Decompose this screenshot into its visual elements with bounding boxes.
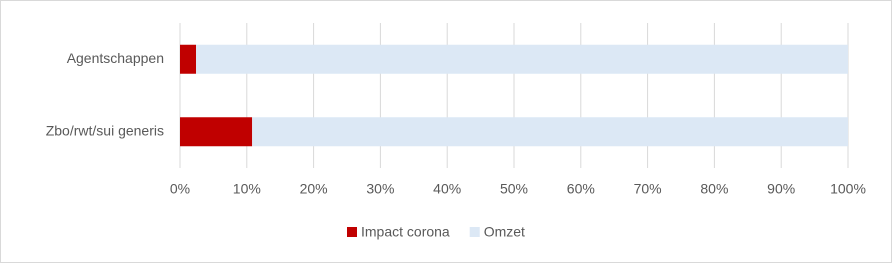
x-tick-label: 100%	[830, 181, 866, 197]
y-tick-label: Agentschappen	[67, 50, 164, 66]
legend-swatch	[469, 227, 480, 237]
x-tick-label: 30%	[366, 181, 394, 197]
bar-segment	[180, 44, 197, 74]
x-tick-label: 50%	[500, 181, 528, 197]
x-tick-label: 60%	[567, 181, 595, 197]
bar-segment	[252, 117, 849, 147]
x-tick-label: 40%	[433, 181, 461, 197]
legend-label: Impact corona	[361, 224, 450, 240]
x-tick-label: 20%	[300, 181, 328, 197]
x-tick-label: 80%	[700, 181, 728, 197]
bar-segment	[196, 44, 849, 74]
x-tick-label: 0%	[170, 181, 190, 197]
bar-segment	[180, 117, 253, 147]
x-tick-label: 90%	[767, 181, 795, 197]
legend-label: Omzet	[484, 224, 525, 240]
x-tick-label: 10%	[233, 181, 261, 197]
legend-swatch	[347, 227, 357, 237]
x-tick-label: 70%	[634, 181, 662, 197]
y-tick-label: Zbo/rwt/sui generis	[46, 122, 164, 138]
